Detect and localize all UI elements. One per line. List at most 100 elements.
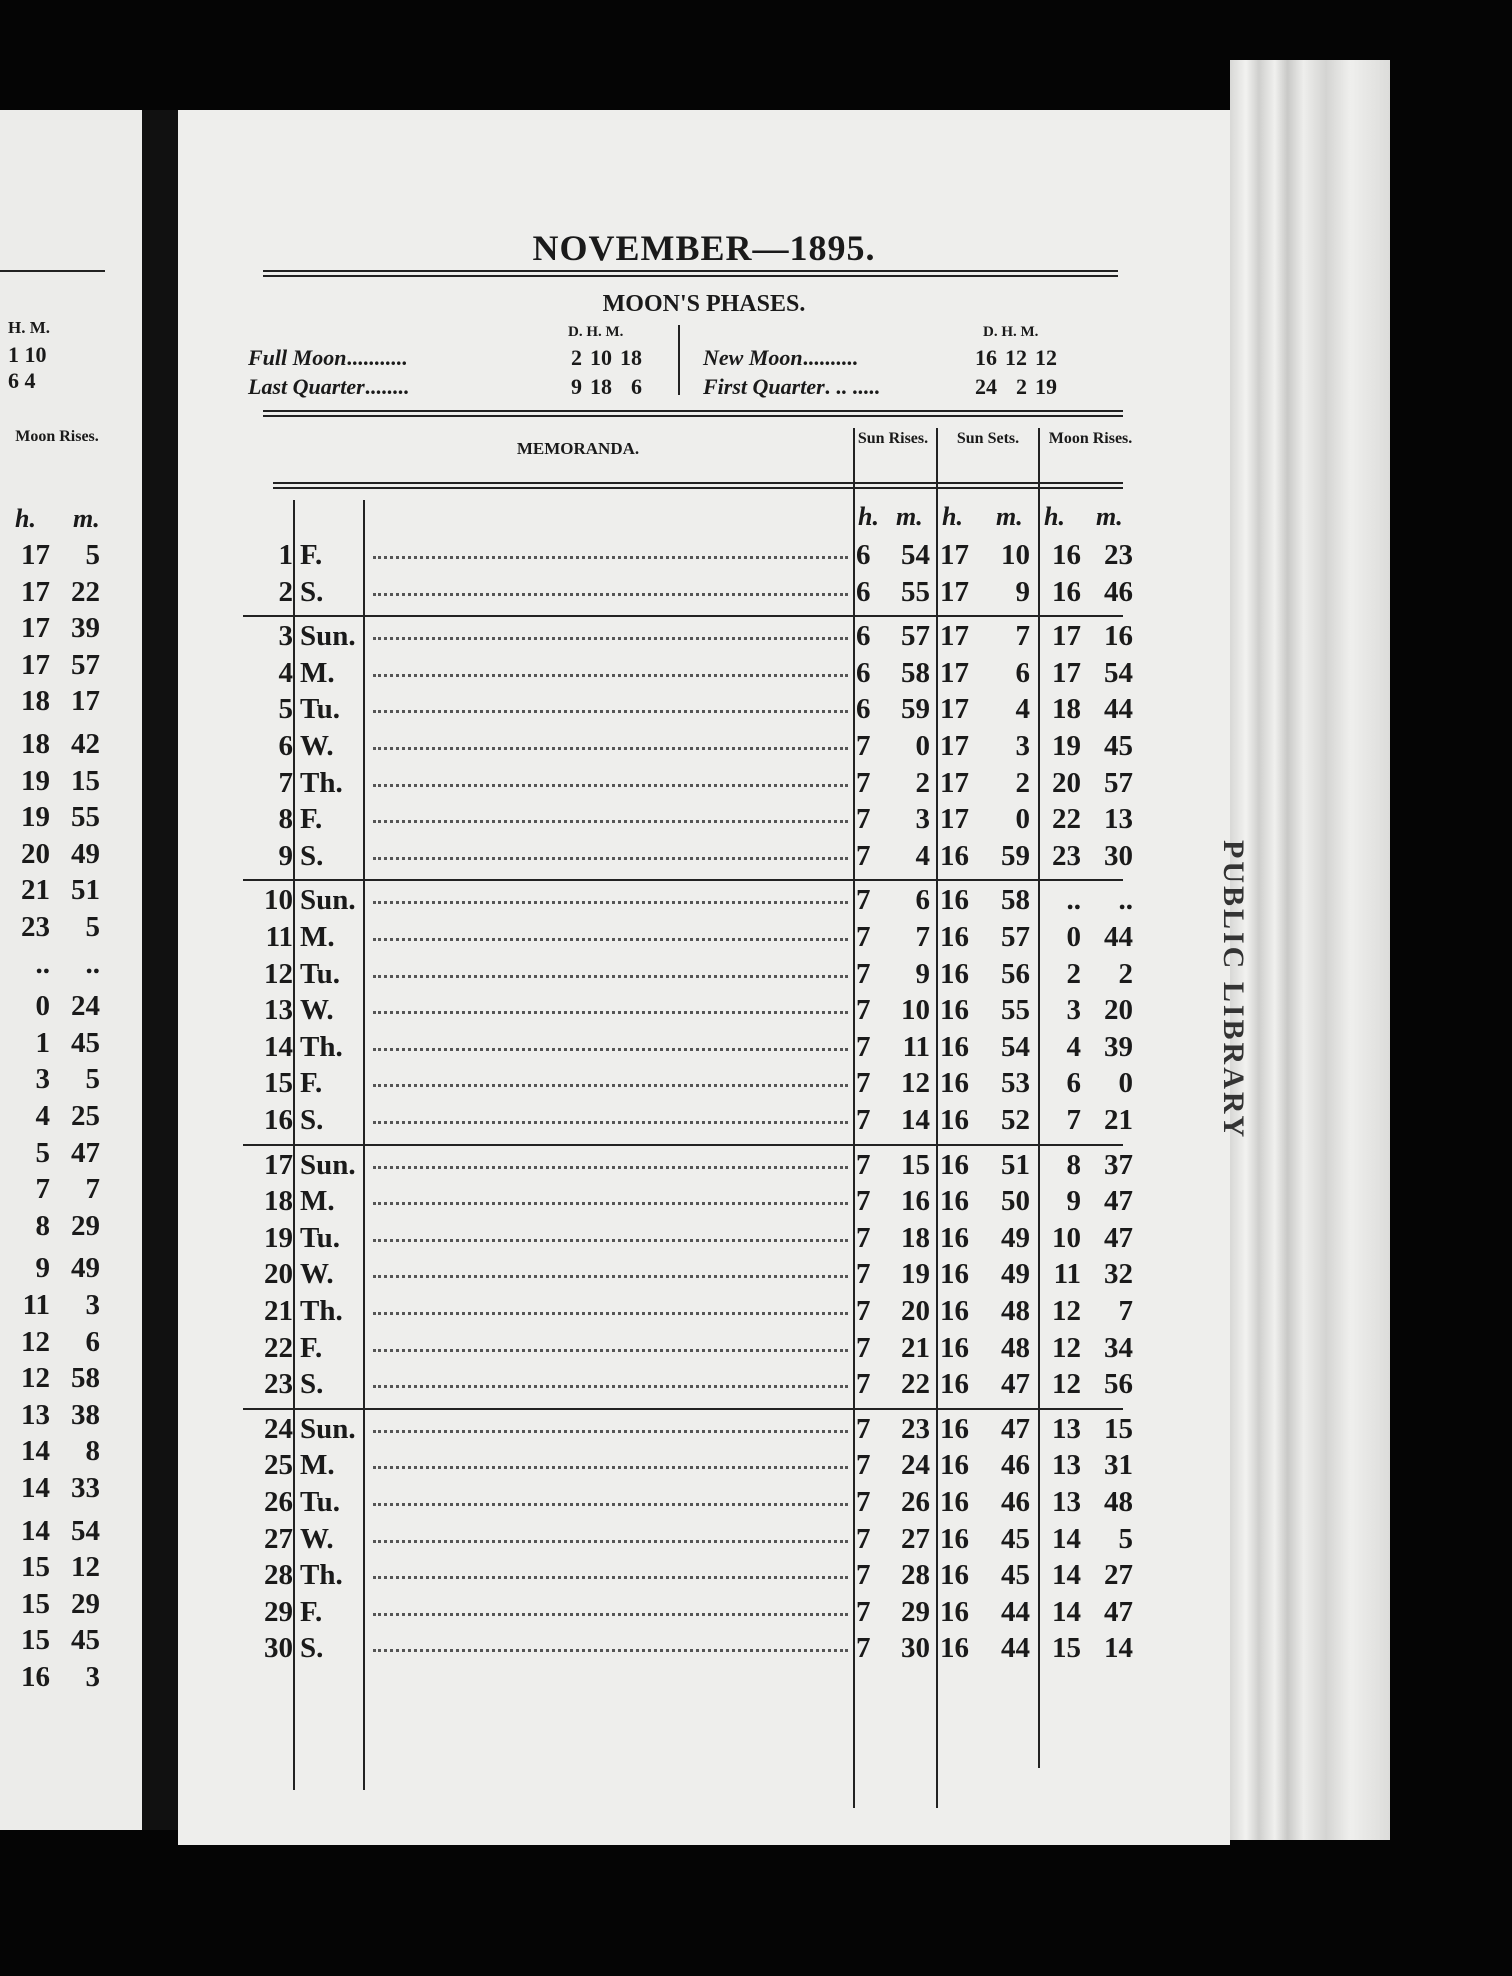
- moon-rise-hour: 15: [21, 1587, 50, 1620]
- table-row: 4 M. 6 58 17 6 17 54: [178, 656, 1230, 692]
- library-stamp: PUBLIC LIBRARY: [1217, 840, 1250, 1141]
- moon-rise-minute: 38: [71, 1398, 100, 1431]
- memo-line[interactable]: [373, 1385, 848, 1389]
- memo-line[interactable]: [373, 637, 848, 641]
- memo-line[interactable]: [373, 1121, 848, 1124]
- memo-line[interactable]: [373, 556, 848, 559]
- phase-name: Last Quarter: [248, 374, 365, 399]
- memo-line[interactable]: [373, 747, 848, 750]
- memo-line[interactable]: [373, 592, 848, 596]
- memo-line[interactable]: [373, 1576, 848, 1580]
- phase-day: 16: [975, 345, 997, 370]
- moon-rise-hour: 4: [35, 1100, 51, 1132]
- moon-rise-hour: 21: [21, 874, 50, 907]
- memo-line[interactable]: [373, 856, 848, 860]
- sun-rise-hour: 6: [856, 620, 871, 653]
- left-moon-rises-header: Moon Rises.: [15, 428, 99, 445]
- sun-set-hour: 16: [940, 1486, 969, 1518]
- memo-line[interactable]: [373, 1348, 848, 1352]
- weekday: Tu.: [300, 957, 341, 990]
- left-phase-value: 6 4: [8, 368, 36, 393]
- left-table-row: 20 49: [0, 837, 142, 873]
- moon-rise-hour: 17: [1052, 656, 1081, 689]
- sun-set-minute: 6: [1015, 656, 1031, 689]
- memo-line[interactable]: [373, 1275, 848, 1279]
- moon-rise-minute: 16: [1104, 620, 1133, 653]
- weekday: M.: [300, 1185, 335, 1218]
- m-label: m.: [996, 502, 1023, 531]
- left-table-row: 8 29: [0, 1209, 142, 1245]
- moon-rise-hour: 13: [1052, 1412, 1081, 1445]
- memo-line[interactable]: [373, 974, 848, 978]
- table-row: 30 S. 7 30 16 44 15 14: [178, 1631, 1230, 1667]
- memo-line[interactable]: [373, 1202, 848, 1206]
- moon-rise-minute: 23: [1104, 539, 1133, 571]
- memo-line[interactable]: [373, 1466, 848, 1470]
- moon-rise-hour: 14: [21, 1514, 50, 1547]
- memo-line[interactable]: [373, 1011, 848, 1015]
- memo-line[interactable]: [373, 1429, 848, 1433]
- memo-line[interactable]: [373, 1539, 848, 1543]
- book-spine: [142, 110, 178, 1830]
- memo-line[interactable]: [373, 783, 848, 787]
- day-number: 10: [264, 884, 293, 917]
- memo-line[interactable]: [373, 673, 848, 677]
- left-phase-value: 1 10: [8, 342, 47, 367]
- memo-line[interactable]: [373, 820, 848, 824]
- sun-rise-minute: 57: [901, 620, 930, 653]
- moon-rise-hour: 20: [21, 837, 50, 870]
- day-number: 2: [278, 575, 294, 608]
- phase-name: First Quarter: [703, 374, 825, 399]
- day-number: 29: [264, 1595, 293, 1628]
- memo-line[interactable]: [373, 1312, 848, 1315]
- day-number: 28: [264, 1559, 293, 1592]
- moon-rise-hour: 4: [1066, 1030, 1082, 1063]
- table-row: 28 Th. 7 28 16 45 14 27: [178, 1558, 1230, 1594]
- weekday: S.: [300, 839, 324, 872]
- weekday: W.: [300, 1522, 334, 1555]
- day-number: 25: [264, 1449, 293, 1482]
- sun-set-minute: 45: [1001, 1559, 1030, 1592]
- memo-line[interactable]: [373, 1649, 848, 1653]
- weekday: W.: [300, 730, 334, 762]
- sun-rise-minute: 21: [901, 1331, 930, 1364]
- moon-rise-minute: 45: [71, 1624, 100, 1657]
- sun-rise-hour: 7: [856, 1185, 871, 1218]
- table-row: 17 Sun. 7 15 16 51 8 37: [178, 1148, 1230, 1184]
- weekday: F.: [300, 1067, 323, 1100]
- sun-set-hour: 17: [940, 575, 969, 608]
- weekday: W.: [300, 1258, 334, 1291]
- table-row: 8 F. 7 3 17 0 22 13: [178, 802, 1230, 838]
- day-number: 15: [264, 1067, 293, 1100]
- phase-hour: 18: [590, 374, 612, 399]
- day-number: 27: [264, 1522, 293, 1555]
- memo-line[interactable]: [373, 1047, 848, 1051]
- memo-line[interactable]: [373, 710, 848, 714]
- day-number: 3: [278, 620, 294, 653]
- sun-rise-minute: 54: [901, 539, 930, 571]
- moon-rise-minute: 49: [71, 837, 100, 870]
- memo-line[interactable]: [373, 1238, 848, 1242]
- sun-set-hour: 17: [940, 620, 969, 653]
- memo-line[interactable]: [373, 901, 848, 905]
- weekday: Sun.: [300, 1148, 356, 1181]
- moon-rise-minute: 13: [1104, 803, 1133, 836]
- moon-rise-minute: 44: [1104, 693, 1133, 726]
- m-label: m.: [1096, 502, 1123, 531]
- divider: [0, 270, 105, 272]
- minute: 10: [24, 342, 47, 367]
- moon-rise-minute: 15: [71, 764, 100, 797]
- memo-line[interactable]: [373, 1612, 848, 1616]
- left-table-row: 11 3: [0, 1288, 142, 1324]
- sun-rise-hour: 7: [856, 803, 871, 836]
- memo-line[interactable]: [373, 1084, 848, 1088]
- left-table-row: 15 45: [0, 1623, 142, 1659]
- memo-line[interactable]: [373, 938, 848, 941]
- memo-line[interactable]: [373, 1503, 848, 1506]
- minute: 4: [24, 368, 36, 393]
- table-row: 29 F. 7 29 16 44 14 47: [178, 1595, 1230, 1631]
- memo-line[interactable]: [373, 1165, 848, 1169]
- sun-set-hour: 17: [940, 656, 969, 689]
- moon-rise-hour: 14: [1052, 1559, 1081, 1592]
- double-rule: [263, 270, 1118, 277]
